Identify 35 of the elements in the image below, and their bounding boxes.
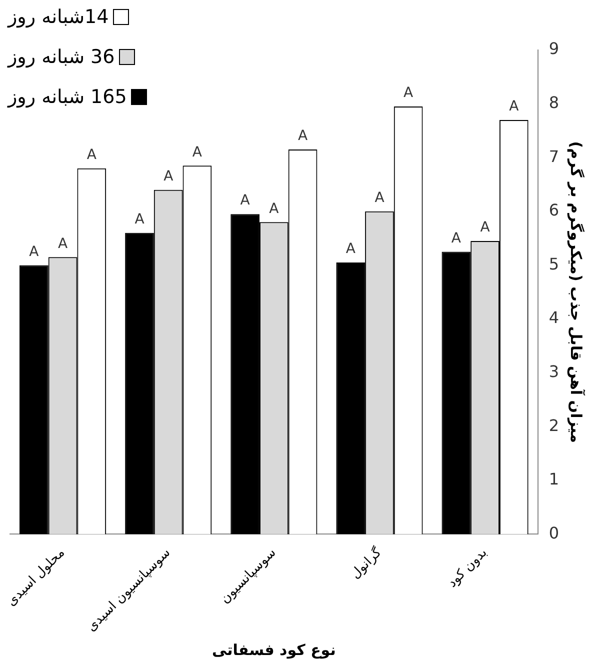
data-label: A	[86, 147, 97, 164]
x-tick-label: سوسپانسیون	[218, 545, 280, 607]
data-label: A	[58, 236, 68, 252]
data-label: A	[298, 128, 308, 144]
y-tick-label: 4	[548, 308, 560, 328]
legend-label: 165 شبانه روز	[8, 86, 127, 108]
data-label: A	[269, 200, 280, 217]
y-tick-label: 1	[548, 470, 560, 489]
x-axis-title: نوع کود فسفاتی	[212, 640, 336, 659]
y-axis-title: میزان آهن قابل جذب (میکروگرم بر گرم)	[567, 141, 586, 443]
data-label: A	[404, 85, 414, 102]
y-tick-label: 3	[548, 362, 560, 381]
y-tick-label: 9	[548, 39, 560, 58]
legend-label: 14شبانه روز	[8, 6, 109, 28]
data-label: A	[192, 144, 202, 160]
data-label: A	[240, 192, 250, 209]
x-tick-label: محلول اسیدی	[4, 545, 68, 610]
data-label: A	[480, 220, 490, 236]
data-label: A	[29, 244, 40, 260]
data-label: A	[509, 98, 520, 115]
data-label: A	[164, 168, 174, 185]
legend-label: 36 شبانه روز	[8, 46, 115, 68]
data-label: A	[374, 190, 385, 206]
y-tick-label: 7	[548, 146, 560, 166]
data-label: A	[134, 212, 145, 228]
y-tick-label: 2	[548, 416, 560, 435]
data-label: A	[346, 241, 356, 258]
y-tick-label: 8	[548, 92, 560, 112]
x-tick-label: سوسپانسیون اسیدی	[84, 545, 174, 635]
x-tick-label: بدون کود	[444, 545, 490, 591]
y-tick-label: 6	[548, 200, 560, 220]
data-label: A	[451, 230, 462, 246]
y-tick-label: 5	[548, 254, 560, 274]
y-tick-label: 0	[548, 523, 560, 542]
x-tick-label: گرانول	[347, 544, 386, 582]
